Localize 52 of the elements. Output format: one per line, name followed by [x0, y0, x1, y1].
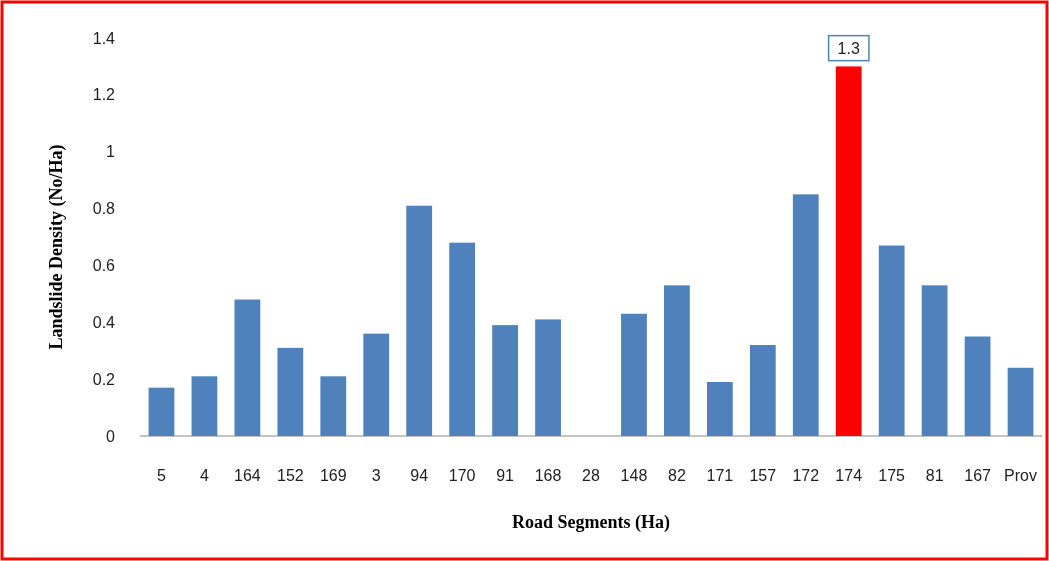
x-tick-label: 169	[319, 467, 347, 485]
x-tick-label: 3	[371, 467, 381, 485]
x-tick-label: 28	[582, 467, 600, 485]
y-tick-label: 0.6	[92, 257, 116, 275]
y-tick-label: 1	[106, 143, 116, 161]
x-tick-label: 174	[835, 467, 863, 485]
x-tick-label: 157	[749, 467, 777, 485]
x-tick-label: 167	[964, 467, 992, 485]
x-tick-label: 168	[534, 467, 562, 485]
x-tick-label: 172	[792, 467, 820, 485]
y-tick-label: 1.4	[92, 29, 116, 47]
bar	[964, 336, 991, 436]
bar	[363, 333, 390, 436]
x-tick-label: 152	[276, 467, 304, 485]
data-label: 1.3	[837, 39, 860, 57]
bar	[148, 387, 175, 436]
y-tick-label: 0.2	[92, 370, 116, 388]
bar	[277, 347, 304, 436]
bar	[878, 245, 905, 436]
x-tick-label: 82	[668, 467, 686, 485]
x-tick-label: 175	[878, 467, 906, 485]
x-axis-title: Road Segments (Ha)	[512, 512, 670, 533]
bar	[492, 325, 518, 436]
bar	[706, 381, 733, 436]
x-tick-label: 148	[620, 467, 648, 485]
y-axis-title: Landslide Density (No/Ha)	[46, 144, 67, 350]
x-tick-label: 170	[448, 467, 476, 485]
y-tick-label: 0.4	[92, 313, 116, 331]
bar	[320, 376, 347, 436]
y-tick-label: 0	[106, 427, 116, 445]
bar	[535, 319, 561, 436]
bar	[449, 242, 476, 436]
x-tick-label: 81	[925, 467, 944, 485]
bar	[921, 285, 948, 436]
bar	[621, 313, 647, 436]
x-tick-label: 4	[199, 467, 209, 485]
bar	[749, 345, 776, 436]
x-tick-label: 94	[410, 467, 429, 485]
bar	[191, 376, 218, 436]
bar	[664, 285, 690, 436]
x-tick-label: 91	[496, 467, 515, 485]
bar	[1007, 367, 1034, 436]
bar	[792, 194, 819, 436]
y-tick-label: 0.8	[92, 200, 116, 218]
bar	[234, 299, 261, 436]
bar	[406, 205, 433, 436]
x-tick-label: 171	[706, 467, 734, 485]
y-tick-label: 1.2	[92, 86, 116, 104]
x-tick-label: Prov	[1004, 467, 1037, 485]
x-tick-label: 164	[234, 467, 261, 485]
bar	[835, 66, 862, 436]
x-tick-label: 5	[157, 467, 167, 485]
